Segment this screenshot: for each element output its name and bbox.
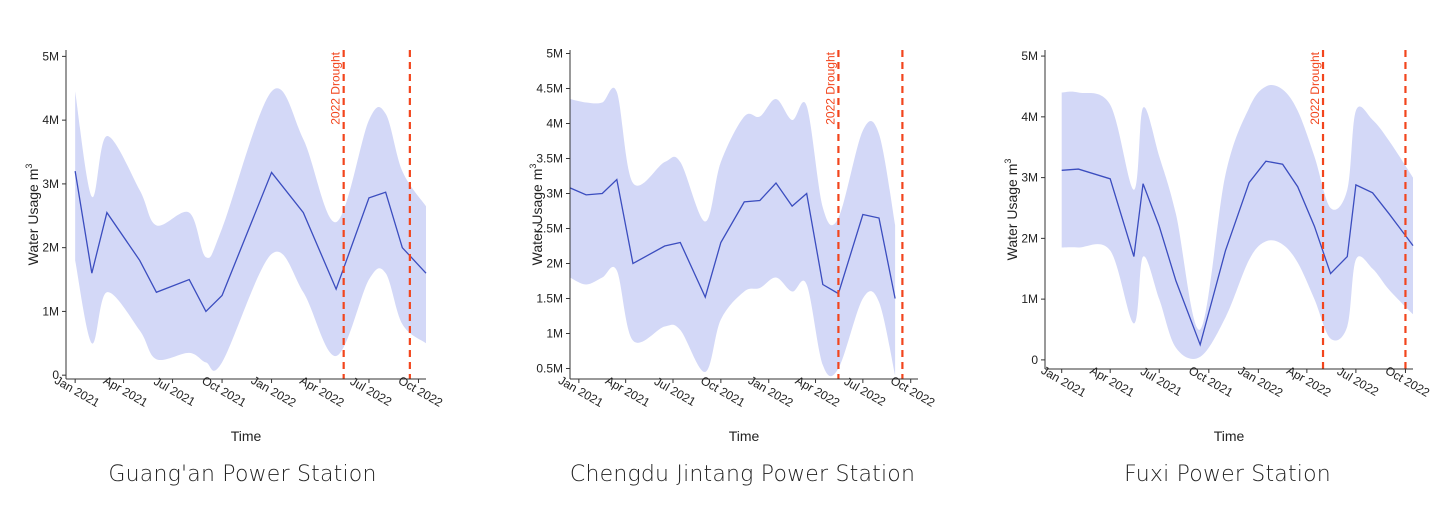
- station-title: Fuxi Power Station: [1124, 462, 1331, 487]
- chart-panel-guangan: 2022 Drought 0 1M 2M 3M 4M 5M Jan 2021 Apr 2021 J…: [0, 0, 485, 529]
- drought-annotation: 2022 Drought: [329, 51, 343, 124]
- y-axis-label: Water Usage m3: [528, 164, 545, 266]
- drought-annotation: 2022 Drought: [823, 51, 837, 124]
- station-title: Chengdu Jintang Power Station: [569, 462, 916, 487]
- y-axis-label-superscript: 3: [528, 164, 538, 169]
- station-title: Guang'an Power Station: [108, 462, 377, 487]
- y-tick-label: 2.5M: [536, 222, 563, 236]
- series-line: [1061, 160, 1414, 347]
- confidence-band: [1061, 84, 1413, 359]
- y-tick-label: 2M: [42, 241, 59, 255]
- y-axis-label-superscript: 3: [1003, 159, 1013, 164]
- y-tick-label: 3.5M: [536, 152, 563, 166]
- y-tick-label: 2M: [1021, 231, 1038, 245]
- y-tick-label: 5M: [1021, 49, 1038, 63]
- y-tick-label: 0.5M: [536, 362, 563, 376]
- y-tick-label: 3M: [1021, 171, 1038, 185]
- y-tick-label: 4M: [546, 117, 563, 131]
- confidence-band: [570, 87, 896, 377]
- y-tick-label: 4M: [1021, 110, 1038, 124]
- y-tick-label: 0: [1031, 353, 1038, 367]
- x-axis-label: Time: [231, 428, 262, 444]
- y-tick-label: 3M: [546, 187, 563, 201]
- chart-panel-fuxi: 2022 Drought 0 1M 2M 3M 4M 5M Jan 2021 Apr 2021 J…: [985, 0, 1456, 529]
- x-axis-label: Time: [729, 428, 760, 444]
- y-axis-label: Water Usage m3: [1003, 159, 1020, 261]
- confidence-band: [75, 88, 427, 371]
- y-axis-label-superscript: 3: [24, 164, 34, 169]
- chart-svg: 2022 Drought 0.5M 1M 1.5M 2M 2.5M 3M 3.5M 4M 4.5M…: [528, 47, 938, 445]
- y-tick-label: 4M: [42, 113, 59, 127]
- y-tick-label: 5M: [42, 49, 59, 63]
- y-tick-label: 5M: [546, 47, 563, 61]
- y-tick-label: 0: [52, 368, 59, 382]
- y-tick-label: 1.5M: [536, 292, 563, 306]
- chart-panel-chengdu-jintang: 2022 Drought 0.5M 1M 1.5M 2M 2.5M 3M 3.5M 4M 4.5M…: [500, 0, 985, 529]
- x-axis-label: Time: [1214, 428, 1245, 444]
- y-tick-label: 1M: [546, 327, 563, 341]
- y-tick-label: 2M: [546, 257, 563, 271]
- y-tick-label: 1M: [42, 304, 59, 318]
- drought-annotation: 2022 Drought: [1308, 51, 1322, 124]
- y-axis-label: Water Usage m3: [24, 164, 41, 266]
- y-tick-label: 1M: [1021, 292, 1038, 306]
- y-tick-label: 3M: [42, 177, 59, 191]
- y-tick-label: 4.5M: [536, 82, 563, 96]
